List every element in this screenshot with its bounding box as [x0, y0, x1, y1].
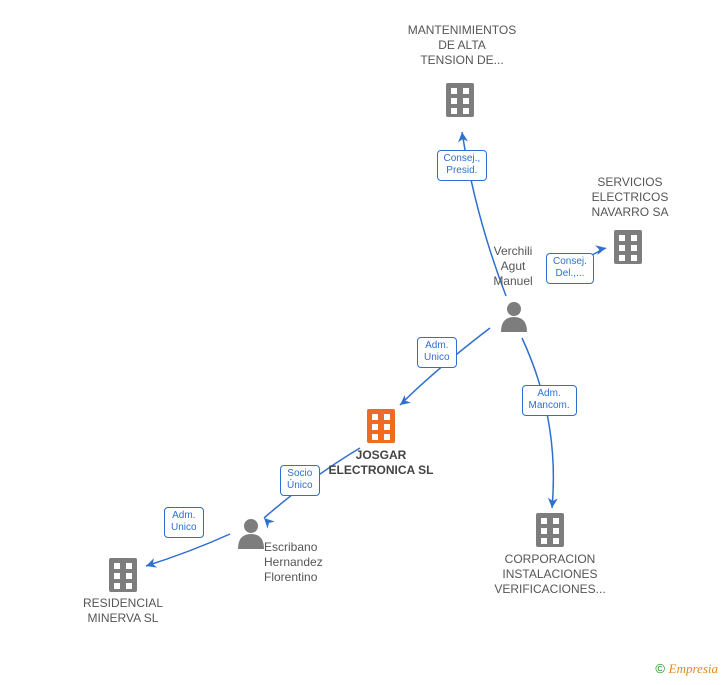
node-corporacion[interactable]	[536, 513, 564, 547]
edge-label-verchili-corporacion: Adm. Mancom.	[522, 385, 577, 416]
brand-name: Empresia	[669, 661, 718, 676]
node-label-mantenimientos: MANTENIMIENTOS DE ALTA TENSION DE...	[392, 23, 532, 68]
building-icon	[614, 230, 642, 264]
person-icon	[238, 519, 264, 549]
building-icon	[109, 558, 137, 592]
node-label-escribano: Escribano Hernandez Florentino	[264, 540, 354, 585]
watermark: © Empresia	[655, 661, 718, 677]
node-servicios[interactable]	[614, 230, 642, 264]
node-label-josgar: JOSGAR ELECTRONICA SL	[306, 448, 456, 478]
node-josgar[interactable]	[367, 409, 395, 443]
node-verchili[interactable]	[501, 302, 527, 332]
person-icon	[501, 302, 527, 332]
copyright-symbol: ©	[655, 661, 665, 676]
node-escribano[interactable]	[238, 519, 264, 549]
node-label-verchili: Verchili Agut Manuel	[468, 244, 558, 289]
building-icon	[367, 409, 395, 443]
node-mantenimientos[interactable]	[446, 83, 474, 117]
edge-verchili-corporacion	[522, 338, 553, 508]
edge-escribano-residencial	[146, 534, 230, 566]
building-icon	[536, 513, 564, 547]
node-label-residencial: RESIDENCIAL MINERVA SL	[63, 596, 183, 626]
edge-label-verchili-mantenimientos: Consej., Presid.	[437, 150, 488, 181]
edge-label-escribano-residencial: Adm. Unico	[164, 507, 204, 538]
edge-label-verchili-josgar: Adm. Unico	[417, 337, 457, 368]
node-label-corporacion: CORPORACION INSTALACIONES VERIFICACIONES…	[475, 552, 625, 597]
node-residencial[interactable]	[109, 558, 137, 592]
node-label-servicios: SERVICIOS ELECTRICOS NAVARRO SA	[565, 175, 695, 220]
building-icon	[446, 83, 474, 117]
